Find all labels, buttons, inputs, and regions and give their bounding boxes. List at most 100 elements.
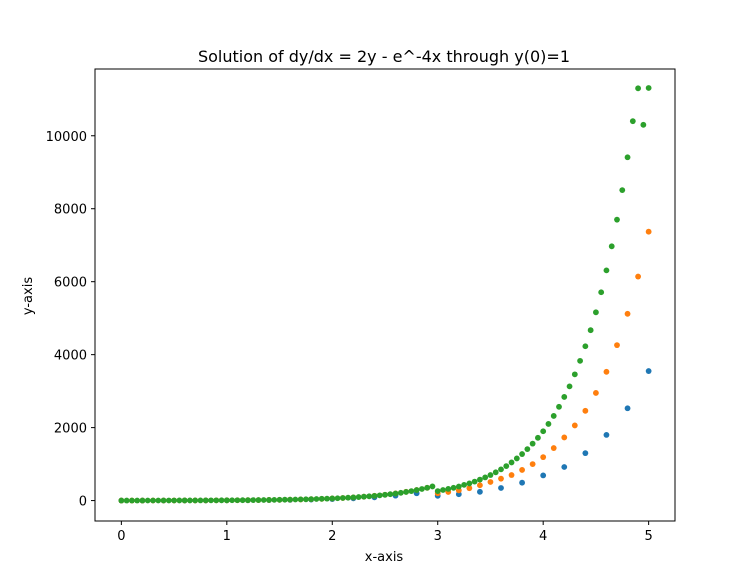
data-point-series-2 [614,342,620,349]
data-point-series-3 [213,497,220,504]
data-point-series-3 [471,478,478,485]
data-point-series-3 [223,497,230,504]
data-point-series-3 [160,497,167,504]
data-point-series-3 [276,496,283,503]
data-point-series-2 [624,310,631,317]
data-point-series-2 [519,467,525,473]
data-point-series-3 [118,497,125,504]
x-tick-label: 3 [434,529,442,544]
data-point-series-1 [540,472,547,479]
data-point-series-3 [566,383,573,390]
data-point-series-3 [181,497,188,504]
data-point-series-3 [624,154,631,161]
data-point-series-2 [498,475,504,482]
data-point-series-3 [387,491,394,498]
x-tick-label: 5 [644,529,652,544]
data-point-series-2 [508,472,515,478]
data-point-series-2 [477,482,483,489]
data-point-series-3 [218,497,225,504]
data-point-series-1 [519,479,525,486]
data-point-series-3 [487,472,494,478]
x-tick-label: 0 [117,529,125,544]
data-point-series-3 [144,497,151,504]
data-point-series-3 [382,491,388,498]
data-point-series-1 [582,450,589,457]
data-point-series-3 [192,497,199,504]
data-point-series-3 [202,497,209,504]
x-tick-label: 2 [328,529,336,544]
data-point-series-3 [234,497,241,504]
data-point-series-3 [376,492,383,499]
data-point-series-3 [171,497,177,504]
data-point-series-3 [550,413,557,419]
data-point-series-3 [129,497,135,504]
data-point-series-3 [450,484,457,491]
data-point-series-1 [498,485,504,491]
data-point-series-3 [155,497,162,504]
data-point-series-1 [624,405,631,412]
data-point-series-3 [350,494,357,501]
y-tick-label: 10000 [46,130,87,145]
data-point-series-3 [482,474,489,481]
data-point-series-3 [392,490,399,497]
data-point-series-2 [635,273,641,280]
data-point-series-3 [603,267,610,274]
data-point-series-3 [413,487,420,493]
data-point-series-3 [318,495,325,502]
data-point-series-3 [266,497,272,503]
y-tick-label: 6000 [54,276,87,291]
data-point-series-3 [197,497,204,504]
data-point-series-3 [593,309,599,316]
data-point-series-3 [619,187,626,194]
data-point-series-3 [587,327,594,334]
data-point-series-3 [287,496,293,503]
data-point-series-3 [614,216,620,223]
data-point-series-3 [635,85,641,92]
data-point-series-3 [429,483,436,490]
data-point-series-3 [134,497,141,504]
data-point-series-3 [297,496,304,503]
data-point-series-3 [492,469,499,476]
data-point-series-3 [271,496,278,503]
data-point-series-3 [440,487,446,493]
data-point-series-3 [250,497,257,503]
data-point-series-2 [645,228,652,235]
data-point-series-3 [461,481,467,488]
data-point-series-3 [419,486,425,492]
data-point-series-3 [629,118,636,125]
data-point-series-3 [445,486,452,492]
data-point-series-2 [550,445,557,451]
chart-title: Solution of dy/dx = 2y - e^-4x through y… [198,47,570,66]
axes-frame [94,68,676,522]
y-tick-label: 2000 [54,422,87,437]
data-point-series-3 [281,496,288,503]
data-point-series-3 [260,497,267,503]
y-tick-label: 0 [79,495,87,510]
data-point-series-3 [245,497,251,504]
data-point-series-3 [508,459,515,466]
y-tick-label: 4000 [54,349,87,364]
data-point-series-3 [529,440,536,447]
data-point-series-3 [292,496,299,503]
data-point-series-3 [308,496,315,503]
data-point-series-3 [477,476,483,483]
data-point-series-3 [498,466,504,473]
data-point-series-3 [255,497,262,503]
data-point-series-3 [524,446,531,453]
data-point-series-1 [561,464,568,470]
data-point-series-3 [176,497,183,504]
data-point-series-3 [366,493,373,500]
data-point-series-3 [165,497,172,504]
y-axis-label: y-axis [21,277,36,315]
data-point-series-3 [598,289,605,296]
data-point-series-3 [408,488,415,494]
data-point-series-3 [608,243,615,250]
data-point-series-3 [577,357,583,364]
data-point-series-3 [545,421,552,427]
data-point-series-3 [434,488,441,494]
data-point-series-3 [303,496,309,503]
data-point-series-1 [477,488,483,495]
data-point-series-3 [561,394,568,400]
data-point-series-3 [229,497,235,504]
